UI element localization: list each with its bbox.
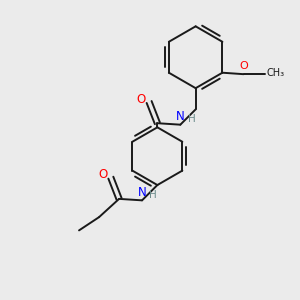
Text: O: O bbox=[239, 61, 248, 71]
Text: H: H bbox=[149, 190, 157, 200]
Text: CH₃: CH₃ bbox=[267, 68, 285, 78]
Text: N: N bbox=[176, 110, 184, 123]
Text: H: H bbox=[188, 114, 195, 124]
Text: N: N bbox=[137, 186, 146, 199]
Text: O: O bbox=[136, 93, 146, 106]
Text: O: O bbox=[98, 168, 107, 181]
